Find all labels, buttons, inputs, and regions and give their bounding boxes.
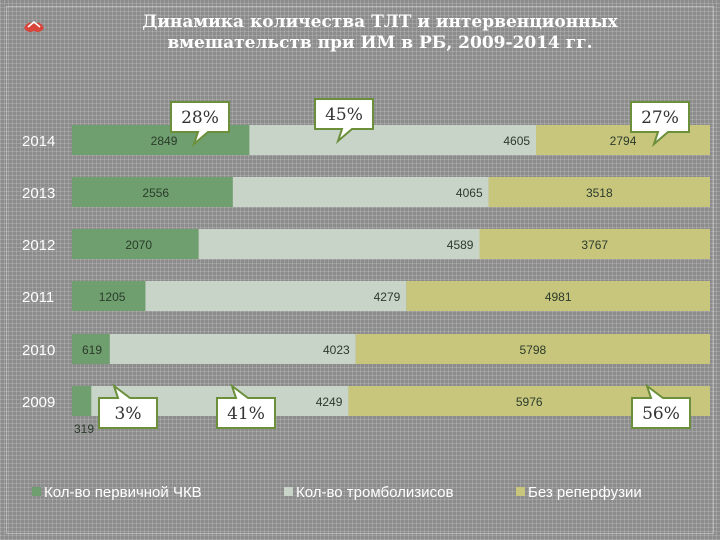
- year-label-2013: 2013: [22, 185, 55, 202]
- value-label-no-reperfusion-2013: 3518: [586, 186, 613, 200]
- value-label-pci-2009: 319: [74, 422, 94, 436]
- legend-label-tlt: Кол-во тромболизисов: [296, 484, 454, 501]
- legend: Кол-во первичной ЧКВ Кол-во тромболизисо…: [32, 484, 712, 504]
- callout-no-reperfusion-2009-text: 56%: [642, 404, 680, 424]
- value-label-no-reperfusion-2011: 4981: [545, 290, 572, 304]
- legend-swatch-pci: [32, 487, 41, 496]
- bar-tlt-2010: [109, 334, 356, 364]
- bar-no-reperfusion-2012: [479, 229, 710, 259]
- logo-icon: [24, 21, 44, 32]
- callout-no-reperfusion-2014-shape: [630, 101, 690, 148]
- year-label-2010: 2010: [22, 342, 55, 359]
- year-label-2011: 2011: [22, 289, 54, 306]
- value-label-pci-2013: 2556: [142, 186, 169, 200]
- value-label-tlt-2013: 4065: [456, 186, 483, 200]
- bar-pci-2010: [72, 334, 110, 364]
- legend-item-tlt: Кол-во тромболизисов: [284, 484, 453, 501]
- year-label-2012: 2012: [22, 237, 55, 254]
- value-label-tlt-2014: 4605: [503, 134, 530, 148]
- value-label-no-reperfusion-2012: 3767: [581, 238, 608, 252]
- bar-no-reperfusion-2011: [406, 281, 710, 311]
- chart-title: Динамика количества ТЛТ и интервенционны…: [120, 12, 640, 54]
- callout-no-reperfusion-2009-shape: [631, 383, 691, 429]
- value-label-pci-2010: 619: [82, 343, 102, 357]
- callout-tlt-2009-text: 41%: [227, 404, 265, 424]
- bar-tlt-2012: [198, 229, 480, 259]
- value-label-no-reperfusion-2014: 2794: [610, 134, 637, 148]
- bar-pci-2009: [72, 386, 92, 416]
- value-label-pci-2012: 2070: [125, 238, 152, 252]
- callout-pci-2009-text: 3%: [115, 404, 142, 424]
- callout-pci-2009-shape: [98, 383, 158, 429]
- value-label-tlt-2009: 4249: [316, 395, 343, 409]
- value-label-pci-2011: 1205: [99, 290, 126, 304]
- callout-tlt-2014-text: 45%: [325, 105, 363, 125]
- bar-tlt-2011: [145, 281, 407, 311]
- legend-swatch-tlt: [284, 487, 293, 496]
- chart-title-line-1: Динамика количества ТЛТ и интервенционны…: [142, 12, 618, 32]
- value-label-tlt-2012: 4589: [447, 238, 474, 252]
- legend-label-no-reperfusion: Без реперфузии: [528, 484, 642, 501]
- value-label-tlt-2010: 4023: [323, 343, 350, 357]
- bar-no-reperfusion-2010: [355, 334, 710, 364]
- callout-tlt-2014-shape: [314, 98, 374, 145]
- value-label-no-reperfusion-2010: 5798: [519, 343, 546, 357]
- slide-frame: [6, 6, 714, 534]
- bar-no-reperfusion-2013: [488, 177, 710, 207]
- value-label-no-reperfusion-2009: 5976: [516, 395, 543, 409]
- bar-pci-2012: [72, 229, 199, 259]
- bar-pci-2011: [72, 281, 146, 311]
- callout-pci-2014-shape: [170, 101, 230, 148]
- bar-pci-2013: [72, 177, 233, 207]
- bar-tlt-2014: [249, 125, 537, 155]
- year-label-2009: 2009: [22, 394, 55, 411]
- chart-title-line-2: вмешательств при ИМ в РБ, 2009-2014 гг.: [167, 33, 593, 53]
- callout-no-reperfusion-2014-text: 27%: [641, 108, 679, 128]
- callout-tlt-2009-shape: [216, 383, 276, 429]
- bar-tlt-2013: [232, 177, 489, 207]
- year-label-2014: 2014: [22, 133, 55, 150]
- legend-item-pci: Кол-во первичной ЧКВ: [32, 484, 202, 501]
- value-label-pci-2014: 2849: [151, 134, 178, 148]
- callout-pci-2014-text: 28%: [181, 108, 219, 128]
- legend-item-no-reperfusion: Без реперфузии: [516, 484, 642, 501]
- legend-label-pci: Кол-во первичной ЧКВ: [44, 484, 202, 501]
- value-label-tlt-2011: 4279: [374, 290, 401, 304]
- legend-swatch-no-reperfusion: [516, 487, 525, 496]
